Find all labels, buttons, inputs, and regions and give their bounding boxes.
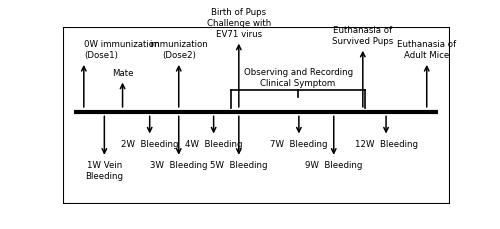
Text: 3W  Bleeding: 3W Bleeding (150, 161, 208, 169)
Text: Mate: Mate (112, 69, 134, 78)
Text: 1W Vein
Bleeding: 1W Vein Bleeding (86, 161, 124, 181)
Text: Euthanasia of
Survived Pups: Euthanasia of Survived Pups (332, 26, 394, 46)
Text: 7W  Bleeding: 7W Bleeding (270, 139, 328, 148)
Text: Euthanasia of
Adult Mice: Euthanasia of Adult Mice (397, 40, 456, 60)
Text: 12W  Bleeding: 12W Bleeding (354, 139, 418, 148)
Text: 4W  Bleeding: 4W Bleeding (185, 139, 242, 148)
Text: Observing and Recording
Clinical Symptom: Observing and Recording Clinical Symptom (244, 67, 352, 87)
Text: 0W immunization
(Dose1): 0W immunization (Dose1) (84, 40, 160, 60)
Text: 9W  Bleeding: 9W Bleeding (305, 161, 362, 169)
Text: 2W  Bleeding: 2W Bleeding (121, 139, 178, 148)
Text: 5W  Bleeding: 5W Bleeding (210, 161, 268, 169)
Text: immunization
(Dose2): immunization (Dose2) (150, 40, 208, 60)
Text: Birth of Pups
Challenge with
EV71 virus: Birth of Pups Challenge with EV71 virus (206, 8, 271, 39)
